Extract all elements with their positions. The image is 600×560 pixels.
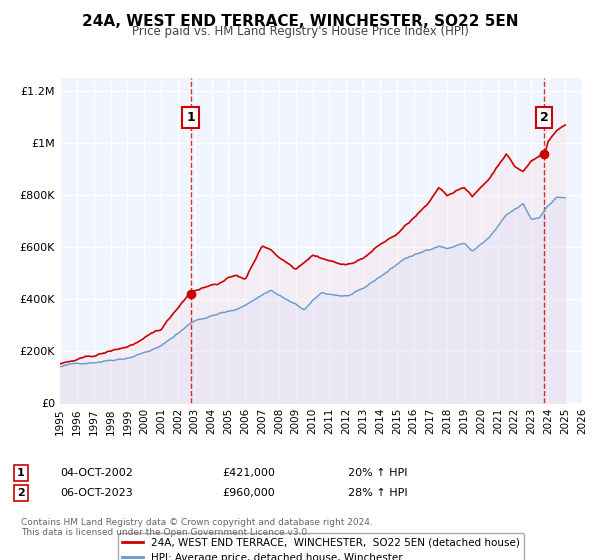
Text: Price paid vs. HM Land Registry's House Price Index (HPI): Price paid vs. HM Land Registry's House … <box>131 25 469 38</box>
Text: 04-OCT-2002: 04-OCT-2002 <box>60 468 133 478</box>
Text: 28% ↑ HPI: 28% ↑ HPI <box>348 488 407 498</box>
Legend: 24A, WEST END TERRACE,  WINCHESTER,  SO22 5EN (detached house), HPI: Average pri: 24A, WEST END TERRACE, WINCHESTER, SO22 … <box>118 533 524 560</box>
Text: Contains HM Land Registry data © Crown copyright and database right 2024.
This d: Contains HM Land Registry data © Crown c… <box>21 518 373 538</box>
Text: 2: 2 <box>540 111 548 124</box>
Text: 24A, WEST END TERRACE, WINCHESTER, SO22 5EN: 24A, WEST END TERRACE, WINCHESTER, SO22 … <box>82 14 518 29</box>
Text: 20% ↑ HPI: 20% ↑ HPI <box>348 468 407 478</box>
Text: 06-OCT-2023: 06-OCT-2023 <box>60 488 133 498</box>
Text: £421,000: £421,000 <box>222 468 275 478</box>
Text: £960,000: £960,000 <box>222 488 275 498</box>
Text: 1: 1 <box>186 111 195 124</box>
Text: 1: 1 <box>17 468 25 478</box>
Text: 2: 2 <box>17 488 25 498</box>
